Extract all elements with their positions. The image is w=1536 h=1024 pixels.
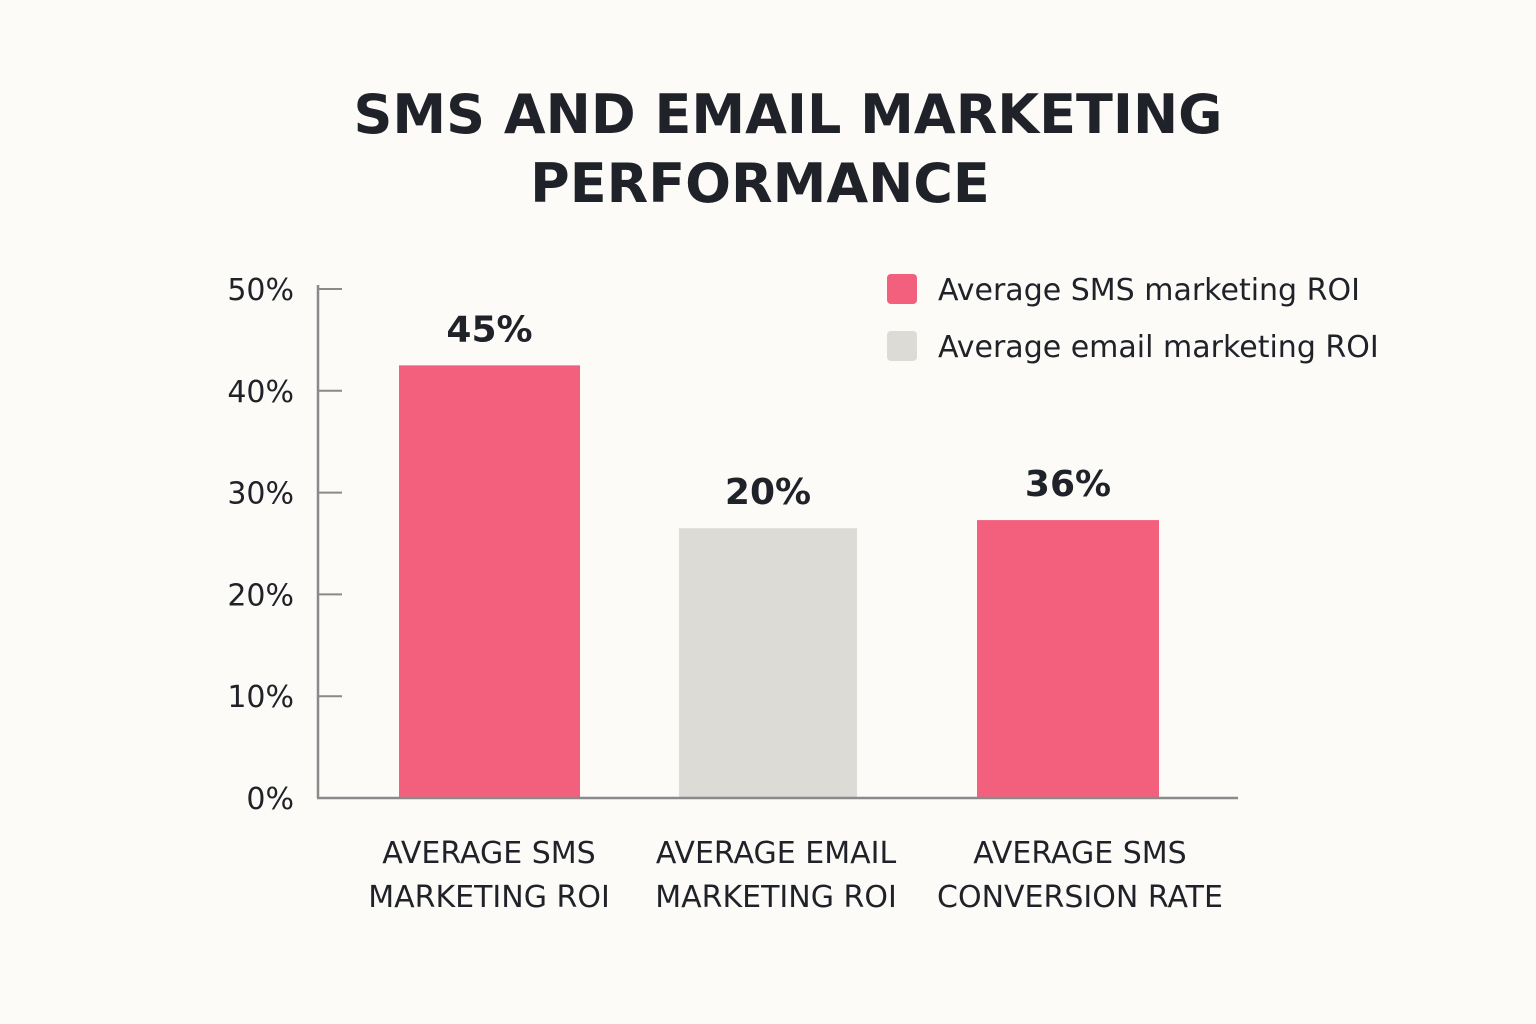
- x-category-label: MARKETING ROI: [368, 880, 610, 915]
- y-tick-label: 40%: [227, 375, 294, 410]
- bar: [977, 520, 1159, 798]
- y-tick-label: 10%: [227, 680, 294, 715]
- x-axis: AVERAGE SMS MARKETING ROI AVERAGE EMAIL MAR…: [317, 796, 1238, 915]
- bar-data-label: 36%: [1025, 464, 1111, 505]
- y-tick-label: 30%: [227, 477, 294, 512]
- legend-label: Average email marketing ROI: [938, 330, 1379, 365]
- bar-data-label: 45%: [446, 309, 532, 350]
- legend: Average SMS marketing ROI Average email m…: [887, 273, 1379, 365]
- y-tick-label: 0%: [246, 782, 294, 817]
- bar-data-label: 20%: [725, 472, 811, 513]
- x-category-label: AVERAGE SMS: [382, 836, 595, 871]
- chart-title-line: PERFORMANCE: [530, 152, 990, 215]
- x-category-label: AVERAGE EMAIL: [656, 836, 897, 871]
- chart-title-line: SMS AND EMAIL MARKETING: [354, 83, 1223, 146]
- y-tick-label: 20%: [227, 578, 294, 613]
- x-category-label: MARKETING ROI: [655, 880, 897, 915]
- bar: [399, 365, 580, 798]
- y-axis: 0% 10% 20% 30% 40% 50%: [227, 273, 342, 817]
- x-category-label: AVERAGE SMS: [973, 836, 1186, 871]
- x-category-label: CONVERSION RATE: [937, 880, 1223, 915]
- bars: 45% 20% 36%: [399, 309, 1159, 798]
- y-tick-label: 50%: [227, 273, 294, 308]
- legend-swatch: [887, 274, 917, 304]
- bar: [679, 528, 857, 798]
- legend-label: Average SMS marketing ROI: [938, 273, 1360, 308]
- legend-swatch: [887, 331, 917, 361]
